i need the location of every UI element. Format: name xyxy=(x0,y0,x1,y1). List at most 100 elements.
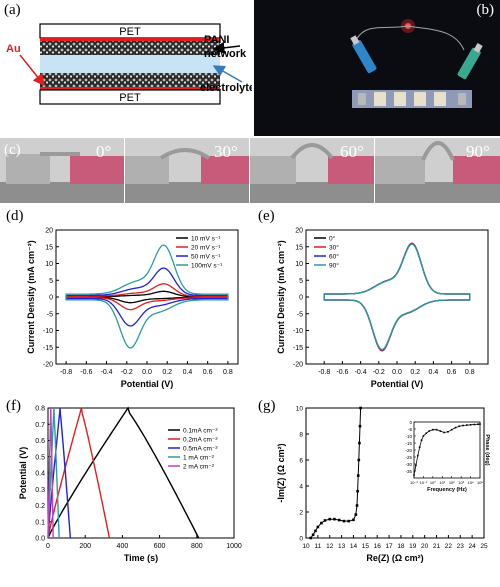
phase-point xyxy=(454,426,457,429)
nyquist-point xyxy=(352,518,355,522)
phase-point xyxy=(466,424,468,426)
electrolyte-label: electrolyte xyxy=(200,82,252,94)
y-tick-label: 0 xyxy=(299,295,303,302)
x-tick-label: 25 xyxy=(480,543,488,550)
phase-point xyxy=(469,424,472,426)
device-photo: (b) xyxy=(254,0,500,136)
x-tick-label: 0.0 xyxy=(392,369,402,376)
legend-entry: 1 mA cm⁻² xyxy=(183,455,215,462)
inset-y-tick-label: -10 xyxy=(405,434,412,439)
y-tick-label: 0.7 xyxy=(35,422,45,429)
phase-line xyxy=(413,423,481,476)
y-tick-label: 15 xyxy=(45,244,53,251)
x-tick-label: 24 xyxy=(469,543,477,550)
phase-point xyxy=(422,435,425,437)
y-tick-label: 0 xyxy=(299,536,303,543)
y-tick-label: 0.8 xyxy=(35,406,45,413)
y-tick-label: 6 xyxy=(299,458,303,465)
angle-label-60: 60° xyxy=(340,142,364,161)
legend-entry: 10 mV s⁻¹ xyxy=(191,236,221,243)
legend-entry: 30° xyxy=(329,244,339,252)
y-tick-label: -10 xyxy=(43,328,53,335)
phase-point xyxy=(415,464,417,467)
y-tick-label: 0.4 xyxy=(35,471,45,478)
nyquist-point xyxy=(342,519,346,523)
phase-point xyxy=(443,431,445,434)
au-label: Au xyxy=(6,43,21,55)
legend-entry: 0.5mA cm⁻² xyxy=(183,446,218,453)
gcd-curve-3 xyxy=(47,407,60,539)
y-axis-label: Current Density (mA cm⁻²) xyxy=(276,240,286,353)
panel-label-e: (e) xyxy=(258,208,275,224)
x-tick-label: 17 xyxy=(385,543,393,550)
inset-x-axis-label: Frequency (Hz) xyxy=(427,487,467,493)
x-tick-label: -0.6 xyxy=(336,369,348,376)
x-tick-label: 22 xyxy=(445,543,453,550)
y-axis-label: -Im(Z) (Ω cm²) xyxy=(276,443,286,502)
legend-entry: 60° xyxy=(329,253,339,261)
x-tick-label: 16 xyxy=(374,543,382,550)
legend-entry: 100mV s⁻¹ xyxy=(191,263,223,270)
nyquist-point xyxy=(347,519,351,523)
x-tick-label: 13 xyxy=(338,543,346,550)
cv-curve-1 xyxy=(323,242,471,352)
nyquist-point xyxy=(311,533,315,537)
gcd-curve-4 xyxy=(47,407,54,539)
cv-curve-3 xyxy=(323,243,471,351)
phase-point xyxy=(458,425,461,427)
schematic-svg: PET PET Au PANI network electrolyte xyxy=(6,23,255,105)
bending-photo-30 xyxy=(125,138,249,203)
phase-point xyxy=(432,428,434,431)
x-axis-label: Re(Z) (Ω cm²) xyxy=(366,553,423,563)
legend-entry: 50 mV s⁻¹ xyxy=(191,254,221,261)
nyquist-point xyxy=(320,521,323,525)
nyquist-point xyxy=(358,441,361,445)
cv-curve-0 xyxy=(65,290,229,304)
y-tick-label: 15 xyxy=(295,244,303,251)
au-bottom-layer xyxy=(40,87,220,90)
nyquist-point xyxy=(357,458,361,462)
gcd-curve-1 xyxy=(47,407,111,539)
pani-arrow xyxy=(212,41,241,54)
cv-scan-rate-chart: -0.8 -0.6 -0.4 -0.2 0.0 0.2 0.4 0.6 0.8 -20 -15 -10… xyxy=(26,228,239,389)
bending-photo-60 xyxy=(250,138,374,203)
y-tick-label: -15 xyxy=(43,345,53,352)
electrolyte-layer xyxy=(40,55,220,73)
nyquist-point xyxy=(358,424,362,428)
y-tick-label: 0.6 xyxy=(35,438,45,445)
x-tick-label: 21 xyxy=(433,543,441,550)
x-tick-label: 0.6 xyxy=(447,369,457,376)
x-tick-label: 600 xyxy=(154,543,166,550)
y-tick-label: 4 xyxy=(299,484,303,491)
x-tick-label: 14 xyxy=(350,543,358,550)
nyquist-point xyxy=(333,517,336,521)
x-tick-label: 0.2 xyxy=(162,369,172,376)
y-tick-label: 5 xyxy=(49,278,53,285)
y-tick-label: 20 xyxy=(45,228,53,235)
x-axis-label: Potential (V) xyxy=(371,379,424,389)
x-tick-label: 0.8 xyxy=(223,369,233,376)
phase-point xyxy=(435,428,438,431)
inset-x-tick-label: 10⁴ xyxy=(467,480,473,485)
y-tick-label: 10 xyxy=(296,406,304,413)
plot-frame xyxy=(305,407,485,539)
y-tick-label: 0.0 xyxy=(35,536,45,543)
pet-bottom-label: PET xyxy=(119,92,141,104)
y-tick-label: 20 xyxy=(295,228,303,235)
inset-y-tick-label: -5 xyxy=(408,427,412,432)
inset-x-tick-label: 10⁻¹ xyxy=(419,480,428,485)
legend-entry: 0.2mA cm⁻² xyxy=(183,437,218,444)
phase-point xyxy=(479,423,481,425)
y-tick-label: -20 xyxy=(43,362,53,369)
y-tick-label: 5 xyxy=(299,278,303,285)
nyquist-point xyxy=(356,474,360,477)
pani-label-line2: network xyxy=(204,48,247,60)
x-tick-label: 23 xyxy=(457,543,465,550)
panel-label-d: (d) xyxy=(6,208,24,224)
gcd-chart: 0 200 400 600 800 1000 0.0 0.1 0.2 0.3 0.4 0.5 0.6 0.… xyxy=(18,406,242,564)
pani-top-layer xyxy=(40,41,220,55)
nyquist-point xyxy=(323,519,327,522)
x-tick-label: 1000 xyxy=(226,543,242,550)
nyquist-point xyxy=(309,536,313,540)
phase-point xyxy=(462,424,464,427)
